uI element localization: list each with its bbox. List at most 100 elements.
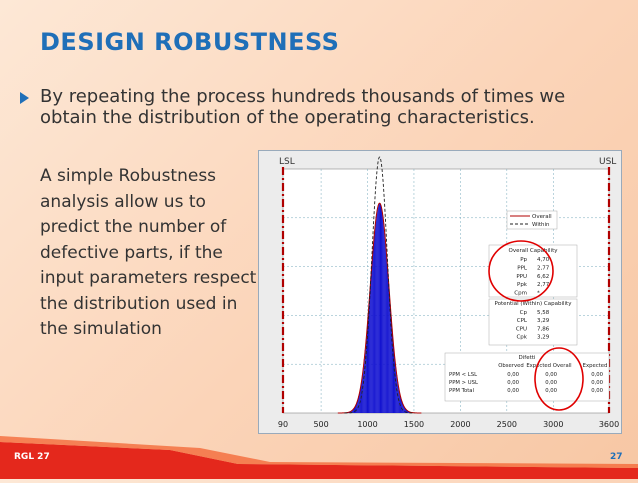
defects-cell: 0,00 — [591, 388, 603, 394]
histogram-bar — [375, 215, 377, 413]
histogram-bar — [354, 406, 356, 413]
histogram-bar — [371, 266, 373, 413]
histogram-bar — [376, 209, 378, 413]
histogram-bar — [387, 279, 389, 413]
capability-row-label: Cp — [520, 310, 528, 316]
capability-row-value: 6,62 — [537, 274, 549, 280]
histogram-bar — [353, 408, 355, 413]
histogram-bar — [380, 205, 382, 413]
potential-capability-box: Potential (Within) Capability Cp 5,58 CPL 3… — [488, 298, 578, 346]
legend: Overall Within — [506, 210, 558, 230]
x-tick-label: 90 — [278, 420, 288, 429]
x-tick-label: 1500 — [404, 420, 424, 429]
capability-row-label: Ppk — [517, 282, 528, 288]
capability-row-label: PPL — [517, 265, 528, 271]
defects-row-label: PPM < LSL — [449, 372, 477, 378]
defects-row-label: PPM > USL — [449, 380, 478, 386]
overall-curve — [337, 202, 422, 414]
overall-capability-title: Overall Capability — [509, 248, 559, 254]
capability-row-value: 2,77 — [537, 265, 550, 271]
histogram-bar — [366, 328, 368, 413]
histogram-bar — [407, 410, 409, 413]
histogram-bar — [404, 408, 406, 413]
defects-header: Expected Overall — [526, 363, 571, 369]
histogram-bar — [400, 399, 402, 413]
defects-title: Difetti — [519, 355, 536, 361]
histogram-bar — [408, 411, 410, 413]
histogram-bar — [367, 316, 369, 413]
histogram-bar — [374, 223, 376, 413]
slide-title: DESIGN ROBUSTNESS — [40, 28, 340, 56]
defects-cell: 0,00 — [545, 372, 557, 378]
histogram-bar — [383, 223, 385, 413]
histogram-bar — [360, 387, 362, 413]
legend-within: Within — [532, 222, 550, 228]
footer-shape — [0, 436, 638, 479]
histogram-bar — [399, 392, 401, 413]
histogram-bar — [369, 292, 371, 413]
histogram-bar — [381, 209, 383, 413]
defects-table: Difetti Observed Expected Overall Expected… — [444, 352, 610, 402]
usl-label: USL — [599, 157, 616, 167]
capability-row-label: Pp — [520, 257, 527, 263]
histogram-bar — [401, 402, 403, 413]
histogram-bar — [390, 316, 392, 413]
histogram-bar — [364, 349, 366, 413]
histogram-bar — [403, 406, 405, 413]
highlight-expected-overall — [534, 347, 584, 411]
x-tick-label: 3000 — [543, 420, 563, 429]
highlight-overall-capability — [488, 240, 554, 302]
page-number: 27 — [610, 452, 623, 462]
footer-label: RGL 27 — [14, 452, 50, 462]
spec-limit-lines — [281, 167, 611, 413]
histogram-bar — [378, 203, 380, 413]
histogram-bars — [347, 203, 413, 413]
histogram-bar — [394, 359, 396, 413]
grid-lines — [283, 169, 609, 413]
capability-row-value: * — [537, 291, 540, 297]
histogram-bar — [388, 292, 390, 413]
capability-chart-svg: LSL USL 90 500 1000 1500 2000 2500 3000 3600 Ov… — [278, 156, 619, 429]
histogram-bar — [406, 410, 408, 413]
histogram-bar — [368, 304, 370, 413]
histogram-bar — [362, 367, 364, 413]
histogram-bar — [374, 232, 375, 413]
defects-header: Observed — [498, 363, 523, 369]
defects-cell: 0,00 — [591, 372, 603, 378]
histogram-bar — [382, 215, 384, 413]
histogram-bar — [402, 404, 404, 413]
capability-row-label: Cpk — [516, 335, 527, 341]
histogram-bar — [379, 203, 381, 413]
histogram-bar — [358, 396, 360, 413]
paragraph-robustness: A simple Robustness analysis allow us to… — [40, 166, 257, 339]
capability-row-value: 3,29 — [537, 318, 550, 324]
defects-cell: 0,00 — [507, 372, 519, 378]
bullet-arrow-icon — [20, 92, 29, 104]
within-curve — [344, 156, 415, 414]
capability-row-value: 7,86 — [537, 326, 550, 332]
defects-cell: 0,00 — [545, 380, 557, 386]
histogram-bar — [384, 232, 386, 413]
histogram-bar — [352, 409, 354, 413]
capability-row-value: 3,29 — [537, 335, 550, 341]
histogram-bar — [372, 254, 374, 413]
histogram-bar — [356, 402, 358, 413]
histogram-bar — [370, 279, 372, 413]
x-tick-label: 2000 — [450, 420, 470, 429]
histogram-bar — [389, 304, 391, 413]
histogram-bar — [349, 411, 351, 413]
capability-row-label: CPL — [517, 318, 528, 324]
histogram-bar — [377, 205, 379, 413]
histogram-bar — [365, 339, 367, 413]
legend-overall: Overall — [532, 214, 552, 220]
histogram-bar — [350, 410, 352, 413]
histogram-bar — [387, 266, 388, 413]
potential-capability-title: Potential (Within) Capability — [495, 301, 573, 307]
capability-row-value: 4,70 — [537, 257, 550, 263]
histogram-bar — [405, 409, 407, 413]
defects-row-label: PPM Total — [449, 388, 474, 394]
defects-cell: 0,00 — [507, 380, 519, 386]
histogram-bar — [357, 399, 359, 413]
capability-row-value: 5,58 — [537, 310, 550, 316]
